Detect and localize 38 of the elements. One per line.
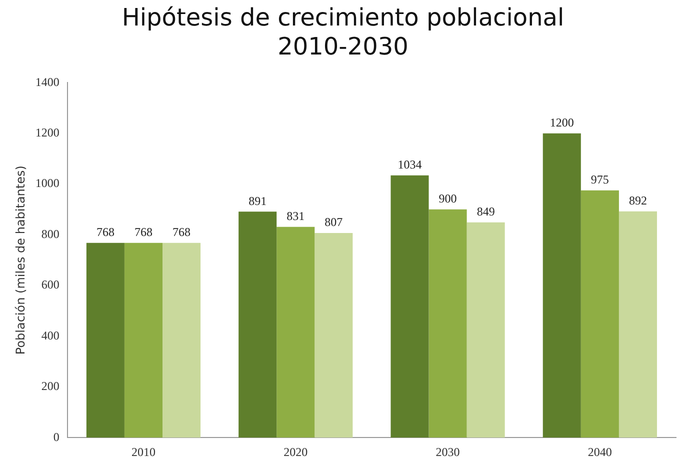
y-tick-label: 1200 bbox=[35, 125, 60, 140]
y-tick-label: 800 bbox=[41, 226, 60, 241]
bar bbox=[580, 190, 619, 438]
bar bbox=[466, 222, 505, 438]
data-label: 892 bbox=[628, 194, 647, 208]
bar bbox=[124, 242, 162, 438]
y-tick-label: 400 bbox=[41, 328, 60, 342]
x-tick-label: 2010 bbox=[131, 444, 156, 459]
bar bbox=[238, 212, 277, 438]
y-tick-label: 0 bbox=[53, 430, 60, 444]
bar bbox=[314, 232, 353, 438]
bar bbox=[618, 211, 657, 438]
y-tick-label: 200 bbox=[41, 379, 60, 394]
bar bbox=[86, 242, 124, 438]
x-tick-label: 2040 bbox=[588, 444, 612, 459]
y-tick-label: 1400 bbox=[35, 74, 60, 89]
data-label: 1034 bbox=[398, 158, 422, 172]
data-label: 807 bbox=[324, 215, 343, 230]
data-label: 975 bbox=[590, 172, 609, 187]
data-label: 768 bbox=[172, 225, 191, 240]
data-label: 849 bbox=[476, 204, 495, 218]
bar bbox=[428, 209, 467, 438]
y-tick-label: 1000 bbox=[35, 176, 60, 190]
data-label: 768 bbox=[134, 225, 152, 240]
y-axis-title: Población (miles de habitantes) bbox=[13, 166, 28, 355]
x-tick-label: 2030 bbox=[436, 444, 460, 459]
bar bbox=[390, 175, 429, 438]
data-label: 891 bbox=[248, 194, 267, 208]
data-label: 1200 bbox=[550, 115, 574, 130]
bar bbox=[276, 226, 315, 438]
bar bbox=[162, 242, 201, 438]
data-label: 900 bbox=[438, 192, 457, 206]
chart-title: Hipótesis de crecimiento poblacional 2010-2030 bbox=[122, 4, 564, 60]
data-label: 831 bbox=[286, 209, 305, 224]
x-tick-label: 2020 bbox=[284, 444, 308, 459]
bar bbox=[542, 133, 581, 438]
data-label: 768 bbox=[96, 225, 114, 240]
y-tick-label: 600 bbox=[41, 278, 60, 292]
